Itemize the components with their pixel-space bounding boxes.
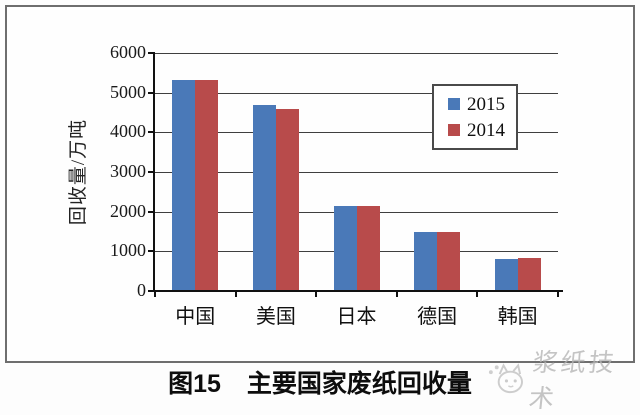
- legend-label: 2014: [467, 119, 505, 141]
- gridline: [155, 132, 558, 134]
- x-category-label: 日本: [336, 306, 377, 328]
- y-tick-label: 2000: [110, 200, 146, 221]
- bar-2015-德国: [414, 231, 438, 291]
- legend-item-2014: 2014: [448, 121, 516, 140]
- y-tick-mark: [148, 131, 154, 134]
- watermark: 浆纸技术: [486, 343, 640, 415]
- y-tick-label: 6000: [110, 42, 146, 62]
- cat-face-icon: [488, 363, 524, 394]
- bar-2015-韩国: [494, 259, 518, 291]
- x-category-label: 中国: [175, 306, 216, 328]
- bar-2014-德国: [437, 231, 461, 291]
- y-tick-mark: [148, 91, 154, 94]
- figure-caption: 图15 主要国家废纸回收量: [0, 364, 640, 400]
- caption-label: 图15: [168, 370, 221, 398]
- y-tick-mark: [148, 171, 154, 173]
- x-tick-mark: [395, 291, 398, 297]
- bar-2015-日本: [333, 205, 357, 291]
- bar-2014-韩国: [517, 257, 541, 291]
- y-tick-label: 4000: [110, 121, 146, 142]
- bar-2015-美国: [252, 104, 276, 291]
- legend-item-2015: 2015: [448, 95, 516, 114]
- gridline: [155, 53, 558, 54]
- legend-swatch-icon: [448, 98, 460, 110]
- bar-2015-中国: [172, 79, 196, 291]
- y-tick-label: 3000: [110, 161, 146, 181]
- legend-swatch-icon: [448, 124, 460, 136]
- watermark-text: 浆纸技术: [527, 350, 618, 413]
- y-tick-label: 5000: [110, 81, 146, 102]
- gridline: [155, 172, 558, 173]
- y-axis-title: 回收量/万吨: [68, 118, 89, 226]
- figure: 回收量/万吨 0 1000 2000 3000 4000 5000 6000 中国 美国 日本 德…: [0, 5, 640, 413]
- caption-title: 主要国家废纸回收量: [246, 370, 472, 398]
- legend-label: 2015: [467, 93, 505, 115]
- y-axis-line: [153, 52, 155, 292]
- x-tick-mark: [154, 291, 156, 297]
- y-tick-mark: [148, 52, 154, 54]
- x-category-label: 德国: [417, 306, 458, 328]
- x-tick-mark: [234, 291, 237, 297]
- y-tick-label: 1000: [110, 240, 146, 261]
- figure-frame: [5, 5, 635, 363]
- bar-2014-中国: [195, 79, 219, 291]
- y-tick-mark: [148, 210, 154, 213]
- x-tick-mark: [476, 291, 479, 297]
- x-category-label: 韩国: [497, 306, 538, 328]
- y-tick-label: 0: [137, 280, 146, 300]
- x-tick-mark: [557, 291, 559, 297]
- x-category-label: 美国: [255, 306, 296, 328]
- bar-2014-日本: [356, 205, 380, 291]
- x-axis-line: [150, 290, 563, 292]
- gridline: [155, 92, 558, 94]
- bar-2014-美国: [275, 108, 299, 291]
- y-tick-mark: [148, 290, 154, 292]
- y-tick-mark: [148, 250, 154, 253]
- x-tick-mark: [315, 291, 318, 297]
- legend: 2015 2014: [432, 84, 518, 150]
